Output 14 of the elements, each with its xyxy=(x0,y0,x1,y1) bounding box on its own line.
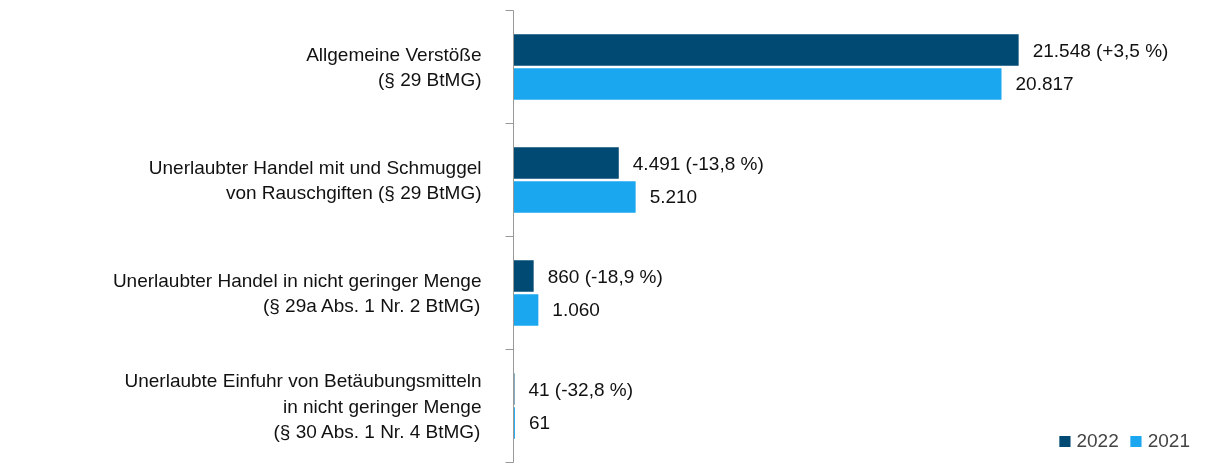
legend-label: 2021 xyxy=(1147,430,1190,452)
data-label: 41 (-32,8 %) xyxy=(528,378,634,400)
y-tick-label: Unerlaubter Handel in nicht geringer Menge (§ 29a Abs. 1 Nr. 2 BtMG) xyxy=(112,269,482,317)
legend-label: 2022 xyxy=(1076,430,1119,452)
y-tick-label: Unerlaubter Handel mit und Schmuggel von Rauschgiften (§ 29 BtMG) xyxy=(148,156,482,204)
data-label: 4.491 (-13,8 %) xyxy=(632,152,764,174)
data-label: 20.817 xyxy=(1015,73,1074,95)
y-tick-label: Unerlaubte Einfuhr von Betäubungsmitteln in nicht geringer Menge (§ 30 Abs. 1 Nr. 4 BtMG) xyxy=(124,370,482,442)
y-tick-label: Allgemeine Verstöße (§ 29 BtMG) xyxy=(306,43,482,91)
data-label: 860 (-18,9 %) xyxy=(547,265,663,287)
data-label: 61 xyxy=(528,412,551,434)
data-label: 1.060 xyxy=(552,299,600,321)
data-label: 21.548 (+3,5 %) xyxy=(1032,39,1169,61)
data-label: 5.210 xyxy=(649,186,698,208)
